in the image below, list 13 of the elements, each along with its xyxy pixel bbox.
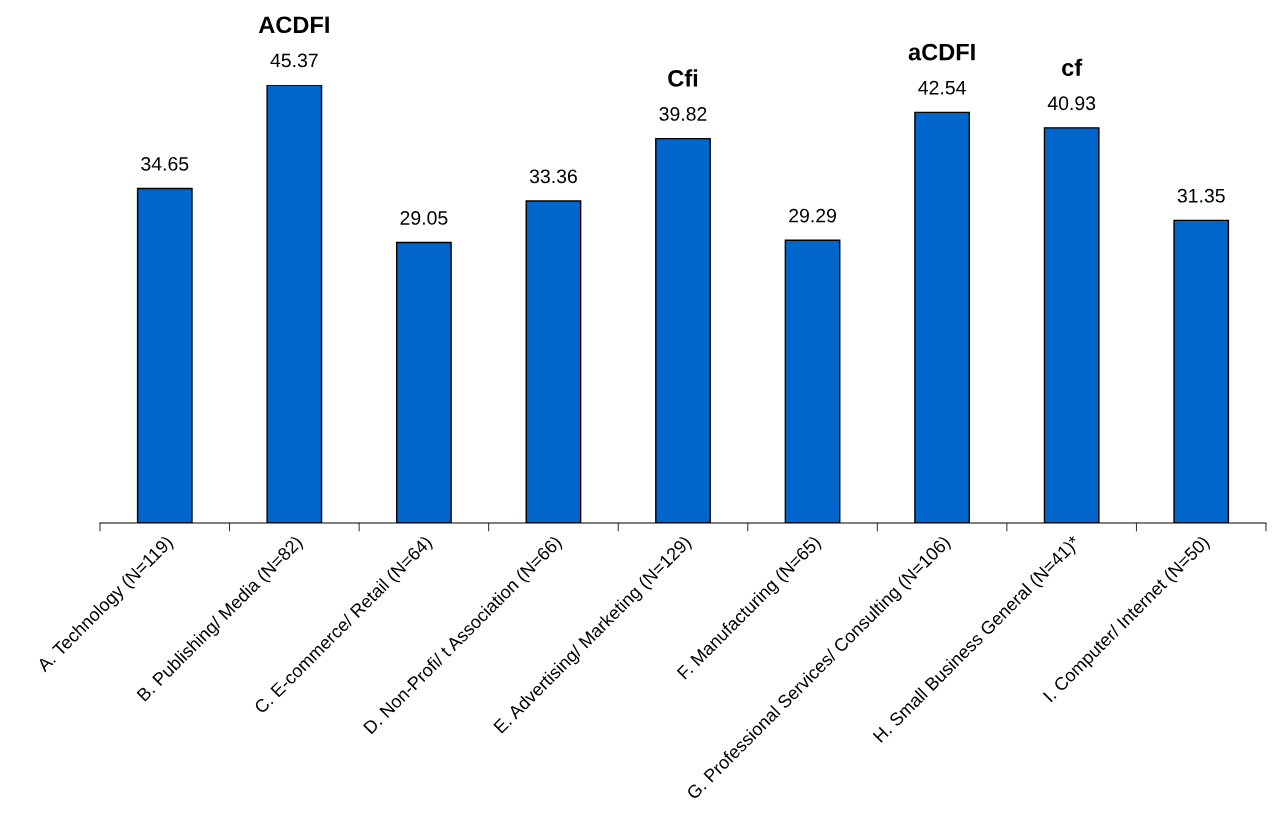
annotation: aCDFI [908, 43, 975, 61]
annotation: Cfi [668, 69, 698, 87]
data-label: 29.29 [789, 208, 836, 223]
data-label: 29.05 [400, 211, 448, 225]
annotation: ACDFI [258, 16, 329, 34]
data-label: 39.82 [659, 107, 707, 121]
data-label: 33.36 [529, 169, 577, 184]
data-label: 42.54 [918, 80, 966, 95]
data-label: 40.93 [1047, 96, 1096, 111]
data-label: 34.65 [141, 156, 189, 171]
data-label: 31.35 [1177, 188, 1225, 203]
annotation: cf [1062, 58, 1083, 76]
data-label: 45.37 [270, 53, 318, 68]
